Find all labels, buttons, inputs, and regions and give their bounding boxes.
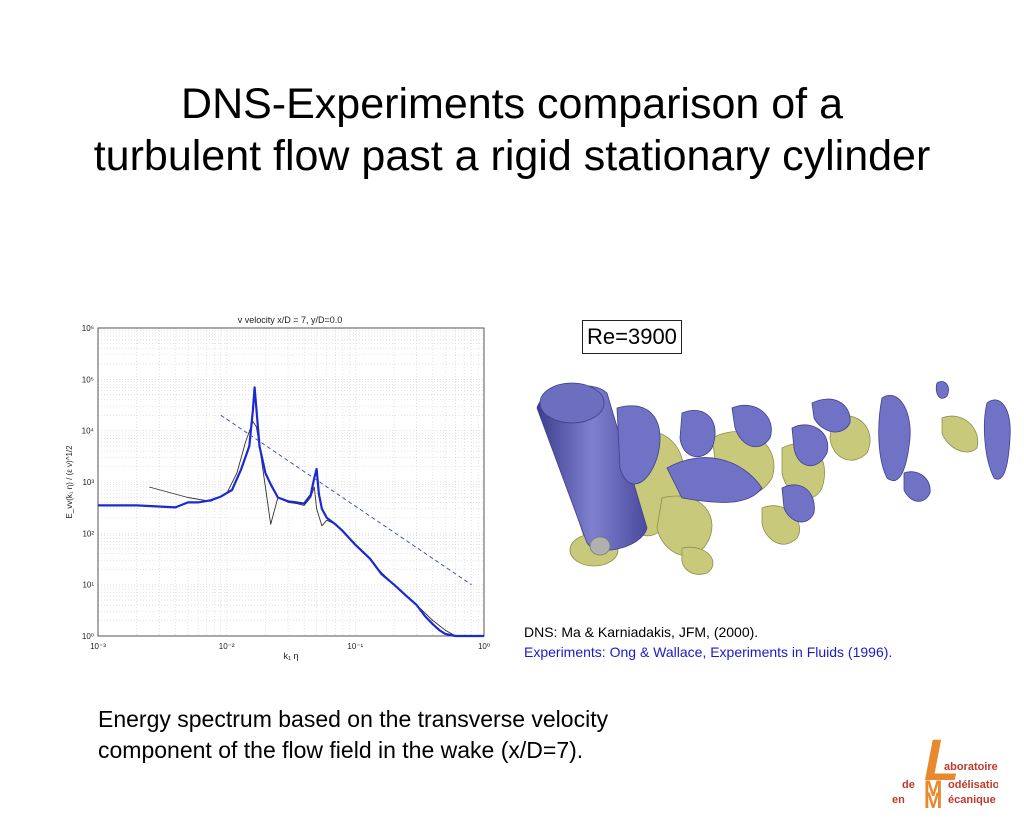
y-tick-label: 10⁶ [82,324,94,333]
y-tick-label: 10¹ [82,581,94,590]
caption-line-2: component of the flow field in the wake … [98,737,584,763]
x-tick-label: 10⁻¹ [347,642,363,651]
dns-reference: DNS: Ma & Karniadakis, JFM, (2000). [524,624,759,640]
caption-line-1: Energy spectrum based on the transverse … [98,706,609,732]
y-tick-label: 10⁴ [82,427,95,436]
wake-flow-visualization [536,381,1011,575]
logo-word-modelisation: odélisation [948,779,998,791]
logo-word-de: de [902,779,915,791]
logo-word-en: en [892,794,905,806]
slide-title: DNS-Experiments comparison of a turbulen… [0,78,1024,182]
experiments-reference: Experiments: Ong & Wallace, Experiments … [524,644,893,660]
chart-grid [97,328,484,637]
x-tick-label: 10⁻² [219,642,235,651]
y-tick-label: 10² [82,529,94,538]
logo-letter-m-1: M [924,776,942,801]
series-slope-line [220,414,472,586]
logo-letter-m-2: M [924,788,942,808]
plot-frame [97,327,485,637]
y-tick-label: 10⁵ [82,375,94,384]
chart-axes: 10⁻³ 10⁻² 10⁻¹ 10⁰ 10⁰ 10¹ 10² 10³ 10⁴ 10⁵ 10⁶ [82,324,490,651]
laboratory-logo: L M M aboratoire de odélisation en écani… [892,728,998,808]
y-axis-label: E_vv(k₁ η) / (ε ν)^1/2 [65,445,74,519]
chart-title: v velocity x/D = 7, y/D=0.0 [238,315,343,325]
slide-title-line-1: DNS-Experiments comparison of a [181,80,843,128]
slide-title-line-2: turbulent flow past a rigid stationary c… [93,132,931,180]
figure-caption: Energy spectrum based on the transverse … [98,704,608,766]
chart-series [98,386,484,638]
references: DNS: Ma & Karniadakis, JFM, (2000). Expe… [524,622,892,662]
x-tick-label: 10⁻³ [90,642,106,651]
x-axis-label: k₁ η [283,651,298,661]
series-dns-line [98,386,484,638]
blue-vortex-structures [536,381,1011,556]
logo-word-mecanique: écanique [948,794,996,806]
logo-word-laboratoire: aboratoire [944,761,998,773]
energy-spectrum-chart: v velocity x/D = 7, y/D=0.0 10⁻³ 10⁻² 10⁻¹… [65,315,490,661]
y-tick-label: 10⁰ [82,632,94,641]
x-tick-label: 10⁰ [478,642,490,651]
reynolds-number-label: Re=3900 [582,320,682,354]
y-tick-label: 10³ [82,478,94,487]
logo-letter-l: L [924,728,959,793]
